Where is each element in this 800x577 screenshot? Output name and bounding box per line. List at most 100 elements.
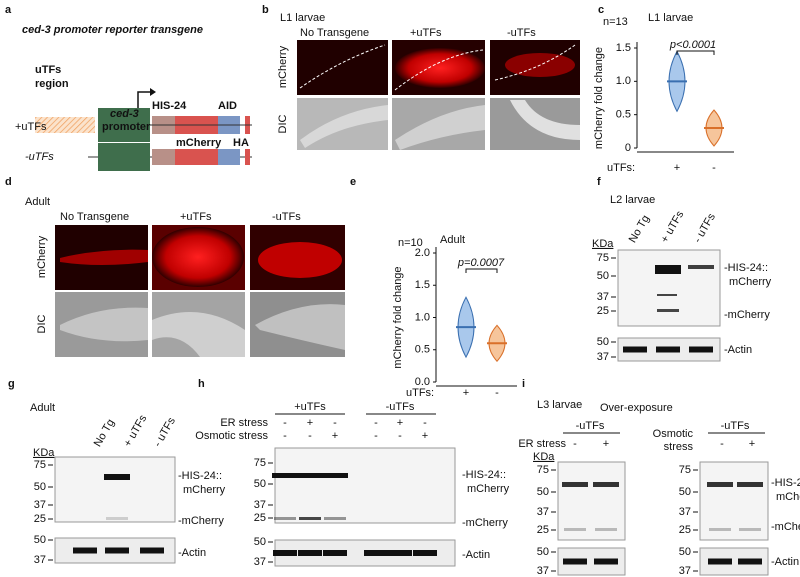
lane-label: + uTFs: [122, 413, 150, 449]
stage-label: Adult: [30, 402, 55, 414]
band: [655, 265, 681, 274]
band: [299, 517, 321, 520]
n-label: n=13: [603, 16, 628, 28]
band: [388, 550, 412, 556]
condition-sign: -: [398, 430, 402, 442]
band: [708, 558, 732, 565]
condition-sign: -: [374, 430, 378, 442]
column-label: No Transgene: [300, 27, 369, 39]
band-label: -HIS-24::: [771, 477, 800, 489]
stage-label: L1 larvae: [280, 12, 325, 24]
band: [140, 547, 164, 554]
his-label: HIS-24: [152, 100, 187, 112]
row-label: DIC: [277, 114, 289, 133]
band-label: -mCherry: [771, 521, 800, 533]
band: [593, 482, 619, 487]
kda-label: KDa: [592, 238, 614, 250]
stage-label: L1 larvae: [648, 12, 693, 24]
y-tick-label: 1.0: [616, 75, 631, 87]
band-label: -mCherry: [462, 517, 508, 529]
marker-label: 75: [537, 464, 549, 476]
band: [657, 309, 679, 312]
band: [323, 550, 347, 556]
stage-label: Adult: [440, 234, 465, 246]
marker-label: 50: [679, 546, 691, 558]
band-label: mCherry: [776, 491, 800, 503]
condition-sign: +: [603, 438, 609, 450]
condition-sign: -: [573, 438, 577, 450]
band: [73, 547, 97, 554]
region-label: region: [35, 78, 69, 90]
n-label: n=10: [398, 237, 423, 249]
condition-sign: -: [283, 430, 287, 442]
row-label: mCherry: [36, 235, 48, 278]
condition-sign: +: [422, 430, 428, 442]
condition-label: Osmotic stress: [195, 430, 268, 442]
band: [297, 473, 323, 478]
y-tick-label: 2.0: [415, 247, 430, 259]
marker-label: 50: [537, 486, 549, 498]
marker-label: 50: [34, 534, 46, 546]
marker-label: 37: [679, 565, 691, 577]
panel-label: h: [198, 378, 205, 390]
kda-label: KDa: [533, 451, 555, 463]
panel-label: f: [597, 176, 601, 188]
marker-label: 50: [679, 486, 691, 498]
band: [563, 558, 587, 565]
group-label: -uTFs: [721, 420, 750, 432]
y-axis-label: mCherry fold change: [593, 47, 605, 149]
column-label: -uTFs: [272, 211, 301, 223]
marker-label: 75: [34, 459, 46, 471]
band-label: -HIS-24::: [462, 469, 506, 481]
condition-sign: -: [423, 417, 427, 429]
band: [322, 473, 348, 478]
column-label: +uTFs: [180, 211, 212, 223]
panel-label: a: [5, 4, 12, 16]
band: [106, 517, 128, 520]
marker-label: 37: [254, 499, 266, 511]
blot: [617, 249, 721, 327]
band-label: mCherry: [183, 484, 226, 496]
x-axis-label: uTFs:: [406, 387, 434, 399]
marker-label: 37: [537, 565, 549, 577]
y-tick-label: 1.0: [415, 311, 430, 323]
band-label: -mCherry: [724, 309, 770, 321]
condition-sign: -: [374, 417, 378, 429]
marker-label: 25: [537, 524, 549, 536]
marker-label: 37: [537, 506, 549, 518]
panel-label: g: [8, 378, 15, 390]
band: [562, 482, 588, 487]
band-label: -Actin: [771, 556, 799, 568]
band: [737, 482, 763, 487]
condition-label: stress: [664, 441, 694, 453]
y-tick-label: 1.5: [616, 42, 631, 54]
panel-label: c: [598, 4, 604, 16]
condition-sign: -: [308, 430, 312, 442]
panel-label: i: [522, 378, 525, 390]
marker-label: 37: [254, 556, 266, 568]
micrographs-d: [55, 225, 345, 357]
band-label: -Actin: [462, 549, 490, 561]
marker-label: 25: [597, 305, 609, 317]
column-label: +uTFs: [410, 27, 442, 39]
lane-label: No Tg: [92, 417, 117, 449]
y-tick-label: 1.5: [415, 279, 430, 291]
condition-label: Osmotic: [653, 428, 694, 440]
panel-label: d: [5, 176, 12, 188]
condition-sign: -: [283, 417, 287, 429]
band: [274, 517, 296, 520]
band-label: -Actin: [178, 547, 206, 559]
marker-label: 25: [34, 513, 46, 525]
row-label: +uTFs: [15, 121, 47, 133]
y-tick-label: 0.5: [616, 109, 631, 121]
row-label: DIC: [36, 314, 48, 333]
lane-label: No Tg: [627, 213, 652, 245]
marker-label: 37: [597, 291, 609, 303]
y-tick-label: 0: [625, 142, 631, 154]
band-label: mCherry: [467, 483, 510, 495]
stage-label: L3 larvae: [537, 399, 582, 411]
y-tick-label: 0.5: [415, 344, 430, 356]
marker-label: 37: [597, 351, 609, 363]
ha-label: HA: [233, 137, 249, 149]
condition-label: ER stress: [220, 417, 268, 429]
